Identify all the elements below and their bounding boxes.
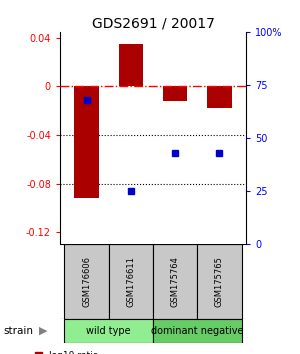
Text: GSM175765: GSM175765 — [215, 256, 224, 307]
Bar — [119, 44, 143, 86]
Bar — [153, 319, 242, 343]
Bar — [163, 86, 187, 101]
Bar — [207, 86, 232, 108]
Text: GSM176611: GSM176611 — [126, 256, 135, 307]
Legend: log10 ratio, percentile rank within the sample: log10 ratio, percentile rank within the … — [34, 352, 202, 354]
Text: strain: strain — [3, 326, 33, 336]
Bar — [64, 244, 109, 319]
Bar — [109, 244, 153, 319]
Text: dominant negative: dominant negative — [151, 326, 244, 336]
Text: GSM176606: GSM176606 — [82, 256, 91, 307]
Bar — [64, 319, 153, 343]
Text: GSM175764: GSM175764 — [171, 256, 180, 307]
Text: ▶: ▶ — [39, 326, 47, 336]
Bar — [153, 244, 197, 319]
Bar — [74, 86, 99, 198]
Text: wild type: wild type — [86, 326, 131, 336]
Bar — [197, 244, 242, 319]
Title: GDS2691 / 20017: GDS2691 / 20017 — [92, 17, 214, 31]
